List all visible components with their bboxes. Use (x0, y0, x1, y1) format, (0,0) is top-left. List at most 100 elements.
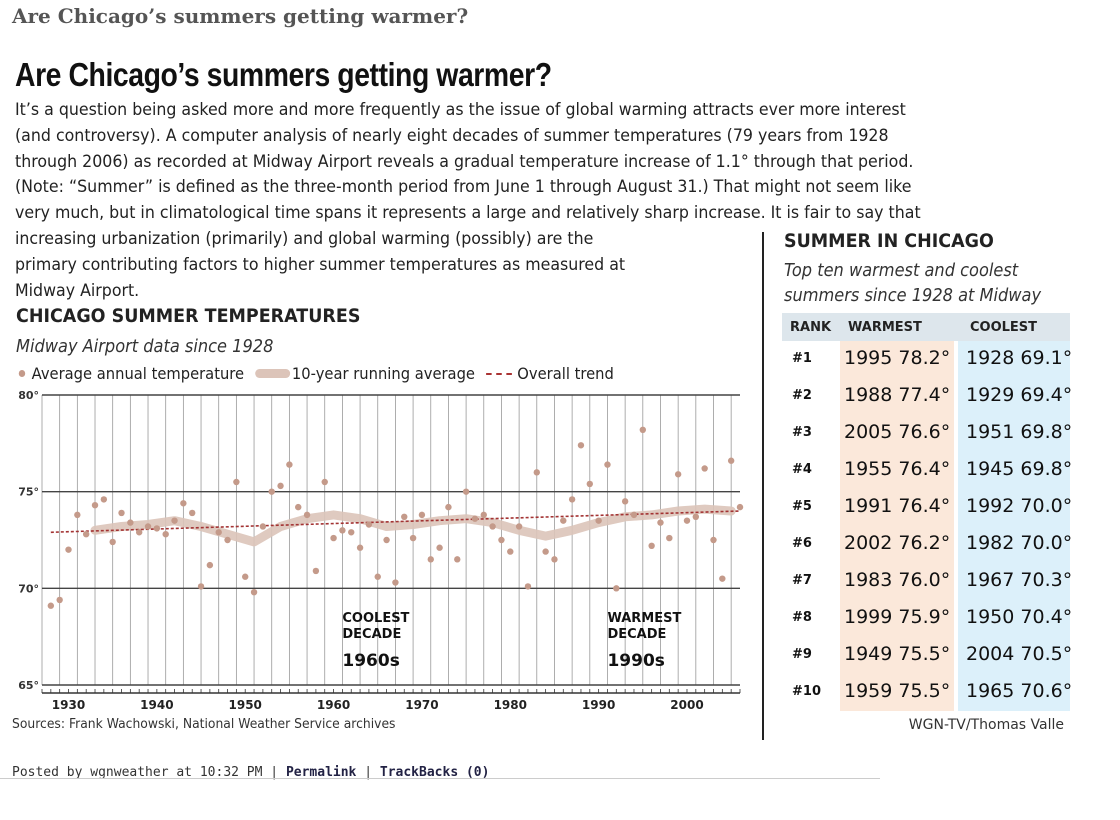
table-row: #9 1949 75.5° 2004 70.5° (782, 637, 1072, 674)
data-point (233, 478, 240, 486)
data-point (312, 567, 320, 575)
data-point (409, 534, 417, 542)
trackbacks-link[interactable]: TrackBacks (0) (379, 765, 490, 780)
coolest-cell: 1982 70.0° (966, 532, 1073, 554)
decade-annotation-label: WARMEST (607, 611, 681, 626)
rank-cell: #8 (792, 610, 812, 625)
data-point (568, 496, 576, 503)
footer-sep: | (364, 765, 373, 780)
table-row: #2 1988 77.4° 1929 69.4° (782, 378, 1072, 415)
table-title: SUMMER IN CHICAGO (784, 230, 994, 252)
table-row: #7 1983 76.0° 1967 70.3° (782, 563, 1073, 600)
rank-cell: #6 (792, 536, 812, 551)
table-subtitle-line: summers since 1928 at Midway (784, 285, 1042, 306)
decade-annotation-label: COOLEST (342, 611, 409, 626)
data-point (604, 461, 611, 468)
rank-cell: #3 (792, 425, 812, 440)
intro-line: (and controversy). A computer analysis o… (15, 125, 889, 146)
rank-cell: #4 (792, 462, 812, 477)
intro-line: primary contributing factors to higher s… (15, 254, 626, 275)
data-point (153, 525, 161, 532)
data-point (560, 517, 567, 524)
data-point (418, 511, 426, 519)
legend-point-swatch (18, 370, 26, 377)
data-point (462, 488, 470, 495)
warmest-column-bg (840, 341, 954, 711)
data-point (356, 544, 364, 551)
legend-trend-label: Overall trend (517, 364, 614, 383)
intro-line: Midway Airport. (15, 280, 140, 301)
post-title: Are Chicago’s summers getting warmer? (12, 4, 469, 28)
warmest-cell: 1991 76.4° (844, 495, 951, 517)
x-tick-label: 1950 (229, 698, 262, 712)
y-tick-label: 65° (18, 679, 39, 692)
warmest-cell: 1955 76.4° (844, 458, 951, 480)
data-point (648, 542, 655, 549)
chart-title: CHICAGO SUMMER TEMPERATURES (16, 305, 361, 327)
rank-cell: #1 (792, 351, 812, 366)
data-point (286, 461, 293, 468)
data-point (242, 573, 249, 580)
intro-line: increasing urbanization (primarily) and … (15, 228, 594, 249)
data-point (365, 521, 373, 528)
data-point (47, 602, 55, 609)
data-point (100, 496, 108, 503)
warmest-cell: 2005 76.6° (844, 421, 951, 443)
warmest-cell: 1949 75.5° (844, 643, 951, 665)
footer-divider (0, 778, 880, 779)
data-point (727, 457, 735, 464)
data-point (524, 583, 532, 590)
running-average-band (90, 504, 736, 547)
table-row: #3 2005 76.6° 1951 69.8° (782, 415, 1072, 452)
credit-note: WGN-TV/Thomas Valle (908, 717, 1064, 733)
data-point (436, 544, 443, 551)
data-point (445, 503, 452, 511)
data-point (551, 556, 558, 563)
legend-band-swatch (255, 369, 291, 378)
decade-annotation-label: DECADE (607, 627, 666, 642)
rank-cell: #10 (792, 684, 821, 699)
coolest-cell: 1967 70.3° (966, 569, 1073, 591)
x-tick-label: 2000 (670, 698, 703, 712)
sources-note: Sources: Frank Wachowski, National Weath… (12, 717, 396, 732)
footer-sep: | (270, 765, 279, 780)
data-point (321, 478, 328, 486)
data-point (613, 585, 620, 592)
data-point (374, 573, 381, 580)
permalink-link[interactable]: Permalink (285, 765, 357, 780)
data-point (498, 536, 505, 544)
rank-cell: #5 (792, 499, 812, 514)
data-point (692, 513, 700, 520)
x-tick-label: 1960 (317, 698, 350, 712)
rank-cell: #7 (792, 573, 812, 588)
data-point (82, 531, 90, 538)
data-point (206, 561, 214, 569)
data-point (91, 502, 99, 509)
warmest-cell: 2002 76.2° (844, 532, 951, 554)
data-point (621, 498, 629, 505)
data-point (330, 534, 337, 542)
table-row: #10 1959 75.5° 1965 70.6° (782, 674, 1072, 711)
intro-text: It’s a question being asked more and mor… (15, 98, 921, 304)
data-point (719, 575, 726, 582)
legend-running-label: 10-year running average (291, 364, 475, 383)
decade-annotation-value: 1960s (342, 651, 399, 671)
data-point (666, 534, 673, 542)
data-point (118, 509, 125, 517)
data-point (144, 523, 152, 530)
table-row: #1 1995 78.2° 1928 69.1° (782, 341, 1072, 378)
data-point (392, 579, 399, 586)
coolest-cell: 1950 70.4° (966, 606, 1073, 628)
rank-table: RANK WARMEST COOLEST #1 1995 78.2° 1928 69… (782, 313, 1073, 711)
intro-line: through 2006) as recorded at Midway Airp… (15, 151, 914, 172)
y-tick-label: 80° (18, 389, 39, 402)
data-point (542, 548, 549, 555)
x-tick-label: 1970 (405, 698, 438, 712)
data-point (683, 517, 691, 524)
data-point (427, 556, 434, 563)
data-point (454, 556, 461, 563)
data-point (162, 531, 169, 538)
x-tick-label: 1990 (582, 698, 615, 712)
data-point (383, 536, 390, 544)
coolest-column-bg (958, 341, 1070, 711)
